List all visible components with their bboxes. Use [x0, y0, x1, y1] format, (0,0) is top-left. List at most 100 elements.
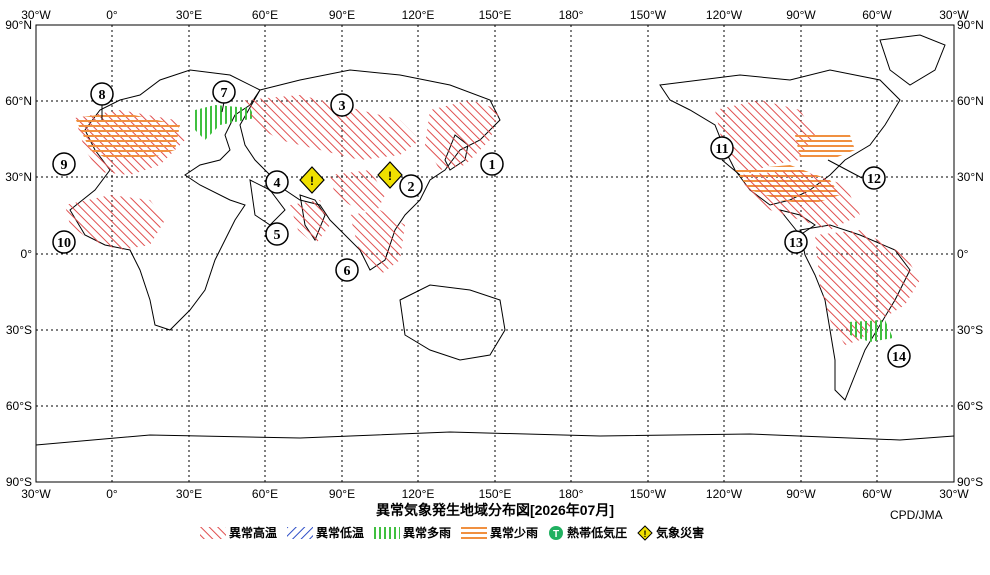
svg-text:5: 5 [274, 228, 281, 243]
svg-text:8: 8 [99, 88, 106, 103]
svg-text:0°: 0° [957, 247, 969, 261]
svg-text:90°N: 90°N [957, 18, 984, 32]
svg-text:60°S: 60°S [957, 399, 983, 413]
svg-text:150°E: 150°E [479, 487, 512, 501]
legend-label: 異常低温 [316, 526, 365, 540]
credit-label: CPD/JMA [890, 508, 943, 522]
svg-text:0°: 0° [21, 247, 33, 261]
area-wet-russia [195, 105, 255, 140]
diag-hatch-blue-icon [287, 526, 314, 539]
disaster-markers: ! ! [299, 161, 403, 194]
svg-text:150°E: 150°E [479, 8, 512, 22]
svg-text:120°W: 120°W [706, 487, 743, 501]
svg-text:60°S: 60°S [6, 399, 32, 413]
svg-text:150°W: 150°W [630, 487, 667, 501]
legend-label: 熱帯低気圧 [567, 526, 628, 540]
region-label-10: 10 [52, 230, 76, 254]
horizontal-hatch-orange-icon [461, 526, 488, 539]
area-warm-se-asia-north [330, 170, 385, 215]
svg-text:30°W: 30°W [939, 487, 969, 501]
svg-text:T: T [553, 529, 559, 540]
svg-text:60°E: 60°E [252, 8, 278, 22]
svg-text:60°W: 60°W [862, 8, 892, 22]
area-warm-central-america [740, 170, 860, 230]
area-warm-south-america [815, 230, 920, 345]
svg-text:1: 1 [489, 158, 496, 173]
diag-hatch-red-icon [200, 526, 226, 539]
area-warm-west-africa [65, 195, 165, 250]
legend-item-cyclone: T 熱帯低気圧 [548, 524, 627, 541]
svg-text:90°W: 90°W [786, 487, 816, 501]
svg-text:30°S: 30°S [957, 323, 983, 337]
svg-text:120°E: 120°E [402, 8, 435, 22]
svg-text:90°W: 90°W [786, 8, 816, 22]
legend-item-dry: 異常少雨 [461, 524, 538, 541]
svg-text:30°W: 30°W [939, 8, 969, 22]
svg-text:120°W: 120°W [706, 8, 743, 22]
vertical-hatch-green-icon [374, 526, 401, 539]
warning-diamond-icon: ! [637, 524, 653, 541]
svg-text:7: 7 [221, 86, 228, 101]
region-label-9: 9 [52, 152, 76, 176]
svg-text:30°N: 30°N [957, 170, 984, 184]
lon-labels-top: 30°W 0° 30°E 60°E 90°E 120°E 150°E 180° … [21, 8, 969, 22]
region-label-7: 7 [212, 80, 236, 104]
svg-text:90°E: 90°E [329, 8, 355, 22]
graticule [36, 25, 954, 482]
svg-text:4: 4 [274, 176, 281, 191]
legend: 異常高温 異常低温 異常多雨 異常少雨 T 熱帯低気圧 ! 気象災害 [200, 524, 704, 541]
svg-text:60°W: 60°W [862, 487, 892, 501]
svg-text:30°W: 30°W [21, 487, 51, 501]
region-label-4: 4 [265, 170, 289, 194]
svg-text:180°: 180° [559, 8, 584, 22]
svg-text:2: 2 [408, 180, 415, 195]
region-label-14: 14 [887, 344, 911, 368]
region-label-8: 8 [90, 82, 114, 106]
svg-text:90°S: 90°S [6, 475, 32, 489]
area-dry-na-east [795, 135, 855, 160]
svg-text:12: 12 [867, 172, 881, 187]
T-circle-icon: T [549, 525, 564, 540]
area-warm-central-asia [245, 95, 420, 160]
area-warm-east-asia [425, 100, 500, 170]
region-label-5: 5 [265, 222, 289, 246]
svg-text:!: ! [644, 529, 647, 539]
svg-text:14: 14 [892, 350, 906, 365]
region-label-1: 1 [480, 152, 504, 176]
lat-labels-left: 90°N 60°N 30°N 0° 30°S 60°S 90°S [5, 18, 32, 489]
region-label-12: 12 [862, 166, 886, 190]
svg-text:60°N: 60°N [957, 94, 984, 108]
lat-labels-right: 90°N 60°N 30°N 0° 30°S 60°S 90°S [957, 18, 984, 489]
legend-item-disaster: ! 気象災害 [637, 524, 704, 541]
svg-text:0°: 0° [106, 487, 118, 501]
region-label-13: 13 [784, 230, 808, 254]
area-dry-europe [75, 112, 180, 160]
svg-text:180°: 180° [559, 487, 584, 501]
lon-labels-bottom: 30°W 0° 30°E 60°E 90°E 120°E 150°E 180° … [21, 487, 969, 501]
svg-text:3: 3 [339, 99, 346, 114]
region-label-3: 3 [330, 93, 354, 117]
legend-label: 気象災害 [656, 526, 705, 540]
region-label-2: 2 [399, 174, 423, 198]
svg-text:60°E: 60°E [252, 487, 278, 501]
warning-diamond-icon: ! [377, 161, 403, 189]
region-labels: 1 2 3 4 5 6 7 8 9 10 11 12 13 14 [52, 80, 911, 368]
svg-text:30°E: 30°E [176, 487, 202, 501]
area-warm-india [290, 200, 330, 245]
svg-text:11: 11 [715, 142, 728, 157]
area-warm-se-asia [350, 210, 405, 275]
svg-text:6: 6 [344, 264, 351, 279]
legend-item-cold: 異常低温 [287, 524, 364, 541]
svg-text:150°W: 150°W [630, 8, 667, 22]
legend-label: 異常多雨 [403, 526, 452, 540]
legend-item-wet: 異常多雨 [374, 524, 451, 541]
area-warm-na-west [715, 100, 815, 175]
legend-label: 異常高温 [229, 526, 278, 540]
region-label-11: 11 [710, 136, 734, 160]
svg-text:90°S: 90°S [957, 475, 983, 489]
svg-text:30°S: 30°S [6, 323, 32, 337]
warning-diamond-icon: ! [299, 166, 325, 194]
region-label-6: 6 [335, 258, 359, 282]
svg-text:90°E: 90°E [329, 487, 355, 501]
